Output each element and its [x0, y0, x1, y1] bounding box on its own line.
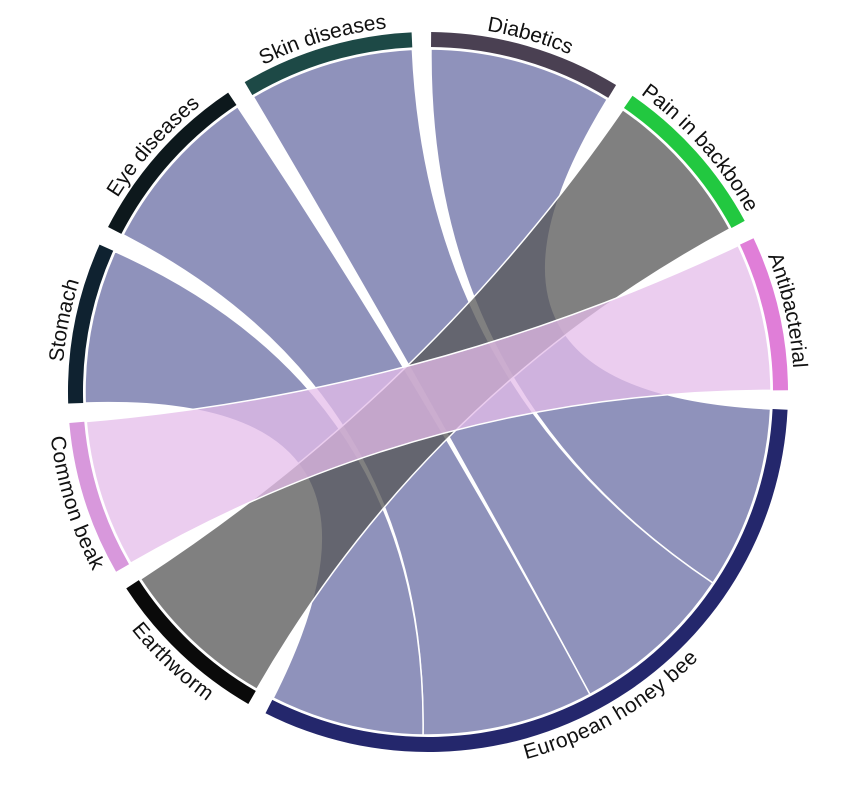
node-arc	[244, 32, 413, 96]
node-arc	[431, 32, 617, 98]
ribbon	[85, 244, 772, 565]
node-arc	[126, 580, 256, 704]
node-arc	[69, 421, 130, 572]
node-arc	[739, 238, 788, 391]
ribbons	[84, 48, 772, 736]
arcs	[67, 32, 788, 753]
node-arc	[265, 409, 788, 753]
node-arc	[67, 244, 114, 404]
node-arc	[623, 95, 745, 228]
node-arc	[108, 92, 237, 234]
